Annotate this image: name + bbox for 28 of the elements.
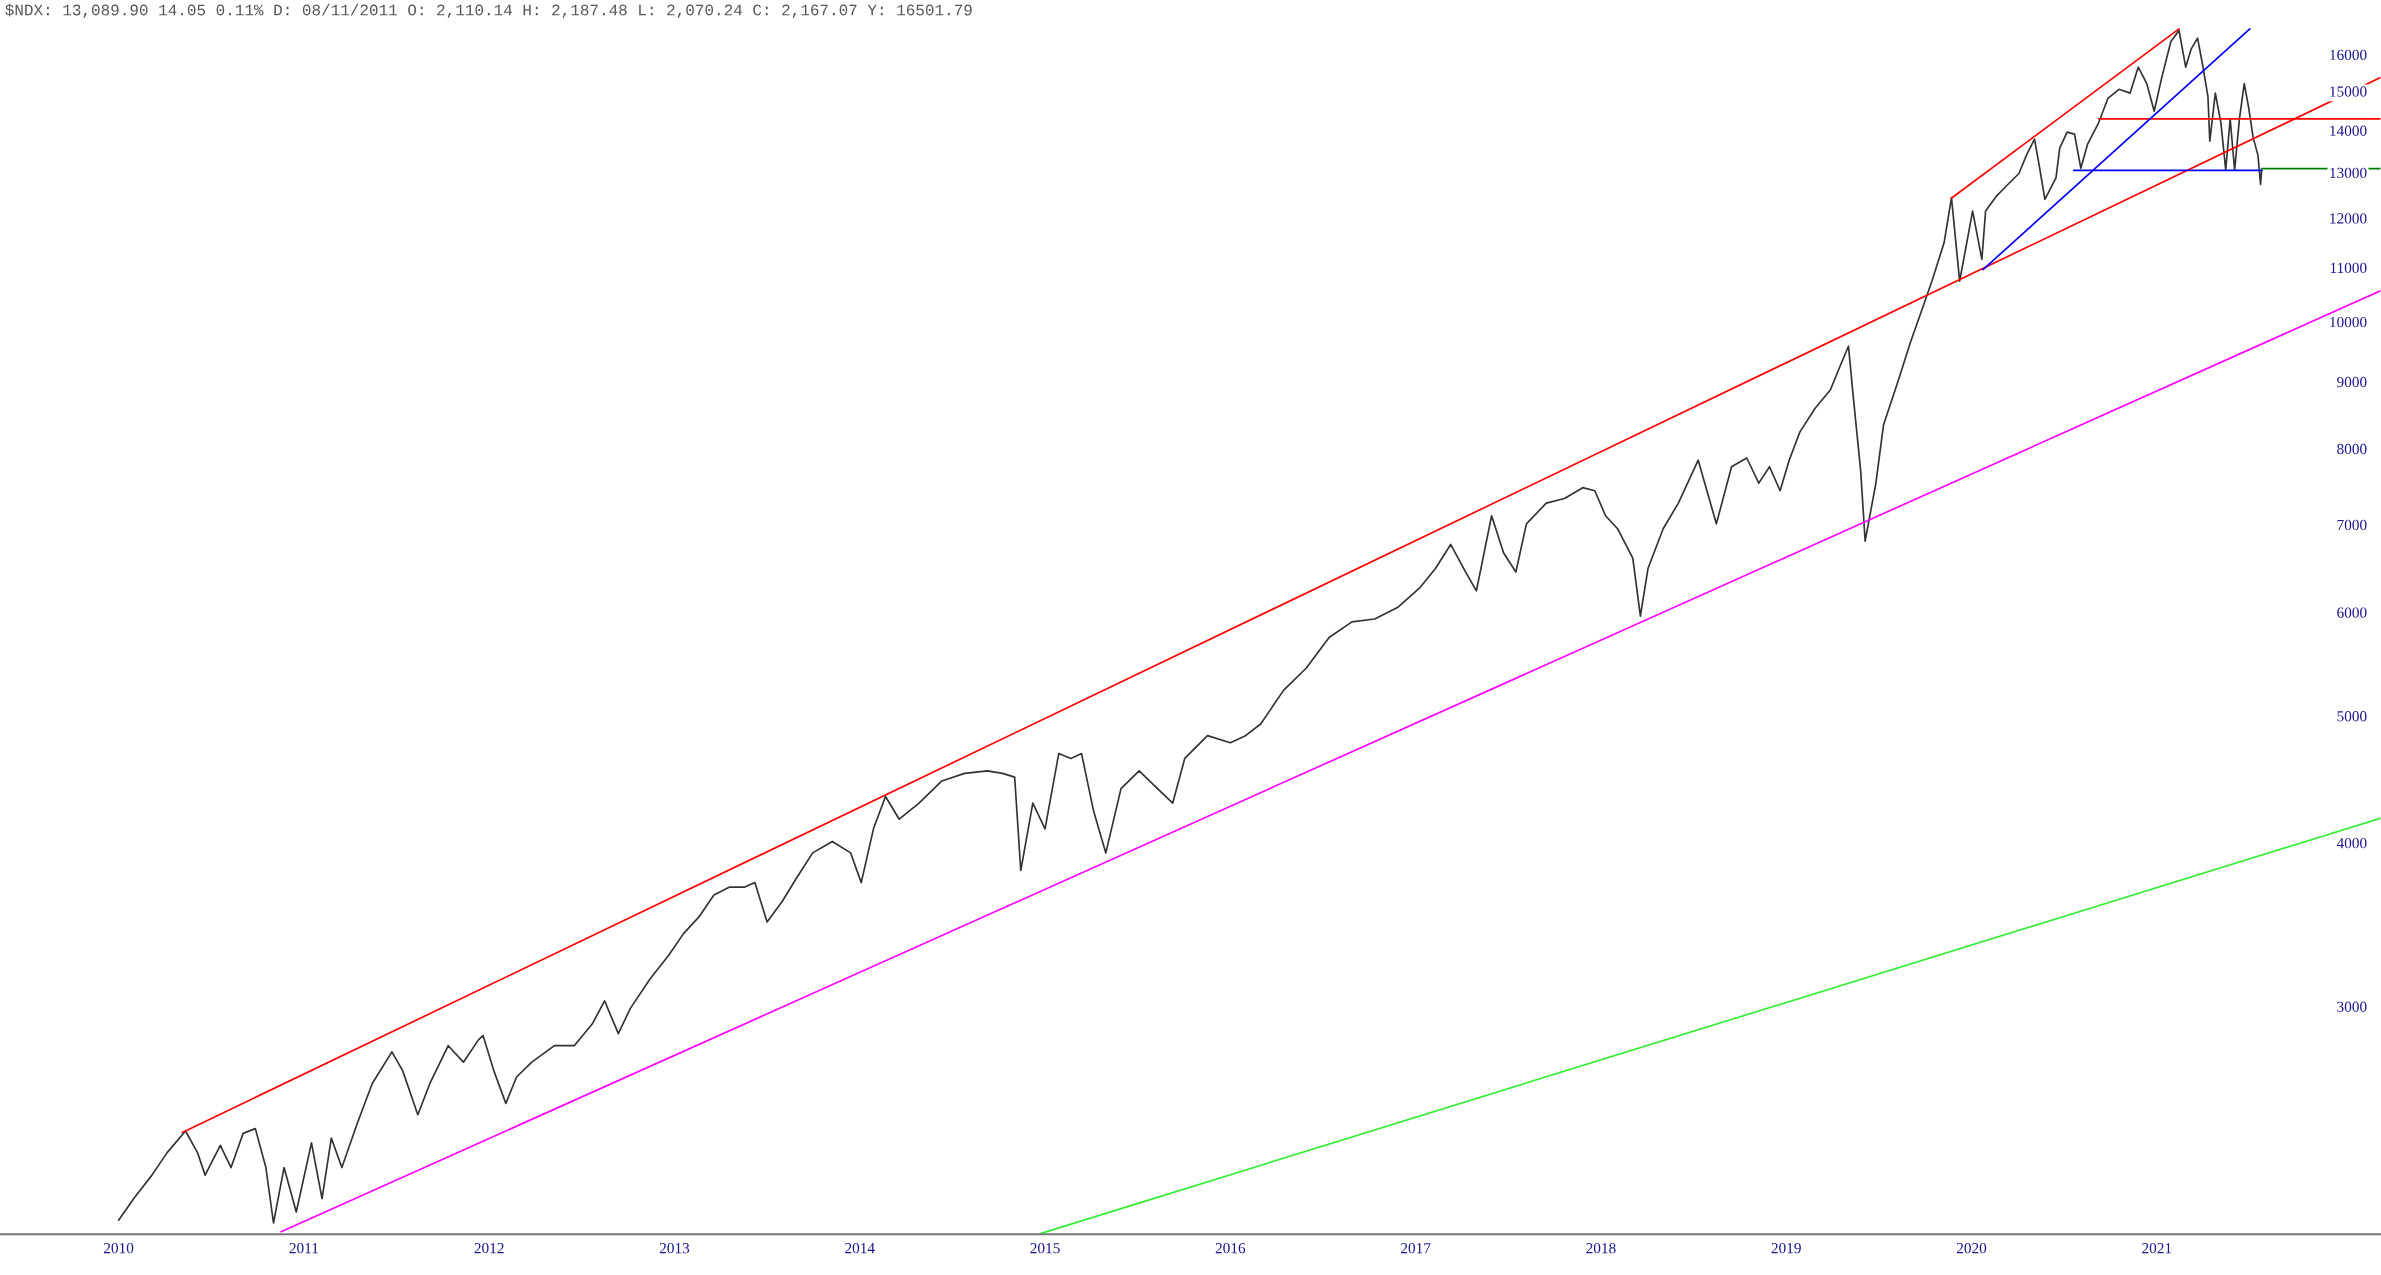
- x-tick-label: 2017: [1401, 1242, 1431, 1254]
- y-tick-label: 16000: [2330, 49, 2367, 60]
- x-tick-label: 2015: [1030, 1242, 1060, 1254]
- x-tick-label: 2010: [103, 1242, 134, 1254]
- x-tick-label: 2020: [1956, 1242, 1987, 1254]
- y-tick-label: 4000: [2336, 838, 2367, 849]
- y-tick-label: 14000: [2330, 125, 2367, 136]
- y-tick-label: 10000: [2330, 316, 2367, 328]
- y-tick-label: 8000: [2337, 443, 2367, 455]
- y-tick-label: 12000: [2330, 213, 2367, 224]
- y-tick-label: 9000: [2337, 376, 2367, 388]
- x-tick-label: 2011: [289, 1242, 318, 1254]
- chart-title: $NDX: 13,089.90 14.05 0.11% D: 08/11/2011 O: 2,110.14 H: 2,187.48 L: 2,070.24 C: 2,167.07 Y: 16501.79: [5, 3, 972, 19]
- y-tick-label: 3000: [2337, 1001, 2367, 1012]
- y-tick-label: 5000: [2337, 711, 2367, 722]
- x-tick-label: 2016: [1215, 1242, 1246, 1254]
- x-tick-label: 2013: [659, 1242, 690, 1254]
- x-tick-label: 2014: [845, 1242, 875, 1254]
- y-tick-label: 13000: [2330, 167, 2367, 179]
- y-tick-label: 15000: [2330, 86, 2367, 97]
- x-tick-label: 2012: [474, 1242, 504, 1254]
- x-tick-label: 2021: [2142, 1242, 2172, 1254]
- y-tick-label: 6000: [2337, 607, 2367, 618]
- y-tick-label: 7000: [2337, 519, 2367, 531]
- line-series: [117, 29, 2263, 1224]
- x-tick-label: 2018: [1586, 1242, 1616, 1254]
- x-tick-label: 2019: [1771, 1242, 1801, 1254]
- y-tick-label: 11000: [2330, 262, 2367, 274]
